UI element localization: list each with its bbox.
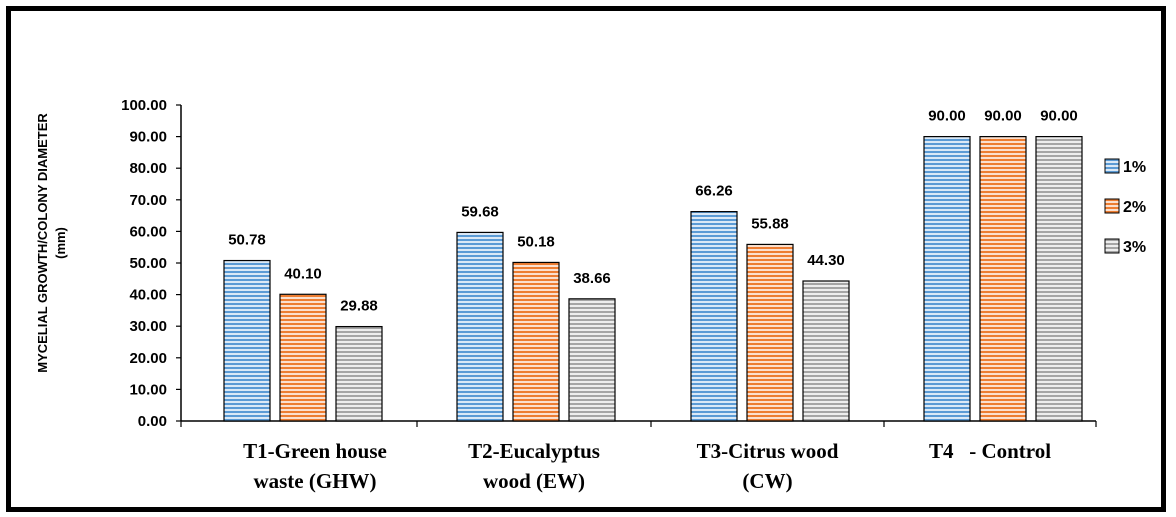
legend-label: 3% [1123, 239, 1146, 256]
bar-1pct-cat1 [223, 259, 271, 422]
bar-1pct-cat2 [456, 231, 504, 422]
y-tick-label: 10.00 [129, 381, 167, 398]
bar-3pct-cat4 [1035, 135, 1083, 422]
bar-chart: MYCELIAL GROWTH/COLONY DIAMETER (mm) 0.0… [35, 97, 1146, 493]
category-label: T2-Eucalyptus [468, 439, 600, 463]
bar-1pct-cat3 [690, 211, 738, 422]
data-label: 90.00 [928, 108, 966, 125]
y-tick-label: 100.00 [121, 97, 167, 114]
y-tick-label: 60.00 [129, 223, 167, 240]
bar-3pct-cat3 [802, 280, 850, 422]
data-label: 50.78 [228, 232, 266, 249]
data-label: 29.88 [340, 298, 378, 315]
bar-3pct-cat2 [568, 298, 616, 422]
category-label: wood (EW) [483, 469, 585, 493]
y-tick-label: 50.00 [129, 255, 167, 272]
data-label: 38.66 [573, 270, 611, 287]
category-label: T3-Citrus wood [697, 439, 839, 463]
axes: 0.00 10.00 20.00 30.00 40.00 50.00 60.00 70.00 8… [121, 97, 1097, 430]
y-tick-label: 20.00 [129, 350, 167, 367]
bar-2pct-cat1 [279, 293, 327, 422]
legend-swatch [1104, 198, 1120, 214]
category-label: T4 - Control [929, 439, 1051, 463]
y-tick-label: 30.00 [129, 318, 167, 335]
data-label: 90.00 [1040, 108, 1078, 125]
bar-2pct-cat3 [746, 243, 794, 422]
bar-1pct-cat4 [923, 135, 971, 422]
y-axis-title-line1: MYCELIAL GROWTH/COLONY DIAMETER [35, 113, 50, 373]
legend-label: 2% [1123, 199, 1146, 216]
data-label: 44.30 [807, 252, 845, 269]
data-label: 40.10 [284, 265, 322, 282]
legend-label: 1% [1123, 159, 1146, 176]
data-label: 50.18 [517, 233, 555, 250]
y-tick-label: 0.00 [138, 413, 167, 430]
bar-3pct-cat1 [335, 325, 383, 422]
data-label: 90.00 [984, 108, 1022, 125]
bar-2pct-cat2 [512, 261, 560, 422]
category-label: waste (GHW) [253, 469, 376, 493]
chart-frame: MYCELIAL GROWTH/COLONY DIAMETER (mm) 0.0… [6, 6, 1166, 512]
data-label: 66.26 [695, 183, 733, 200]
y-axis-title: MYCELIAL GROWTH/COLONY DIAMETER (mm) [35, 113, 68, 373]
category-label: T1-Green house [243, 439, 387, 463]
y-axis-title-line2: (mm) [53, 227, 68, 259]
y-tick-label: 90.00 [129, 129, 167, 146]
category-labels: T1-Green house waste (GHW) T2-Eucalyptus wo… [243, 439, 1051, 493]
y-tick-label: 80.00 [129, 160, 167, 177]
legend-swatch [1104, 158, 1120, 174]
category-label: (CW) [742, 469, 792, 493]
y-tick-label: 70.00 [129, 192, 167, 209]
legend-swatch [1104, 238, 1120, 254]
bar-2pct-cat4 [979, 135, 1027, 422]
data-label: 55.88 [751, 215, 789, 232]
legend: 1% 2% 3% [1104, 158, 1146, 256]
bars [223, 135, 1083, 422]
y-tick-label: 40.00 [129, 287, 167, 304]
data-label: 59.68 [461, 203, 499, 220]
data-labels: 50.78 40.10 29.88 59.68 50.18 38.66 66.26 55.88… [228, 108, 1078, 315]
